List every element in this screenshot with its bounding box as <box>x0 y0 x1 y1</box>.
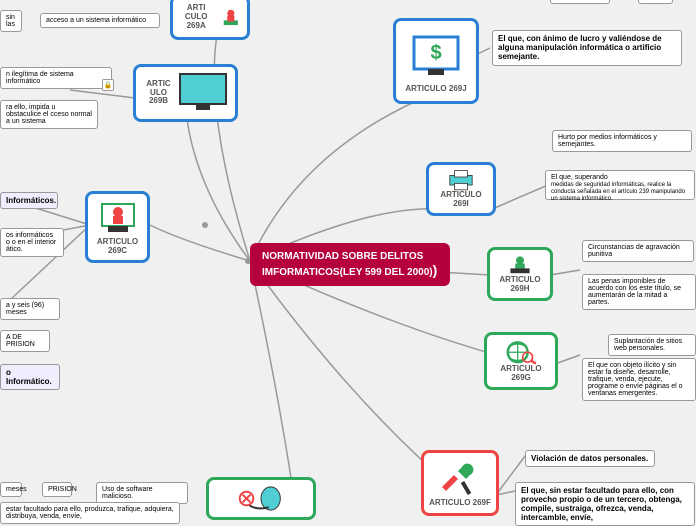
text-lucro: El que, con ánimo de lucro y valiéndose … <box>492 30 682 66</box>
text-facultado1: estar facultado para ello, produzca, tra… <box>0 502 180 524</box>
text-prision1: A DE PRISION <box>0 330 50 352</box>
person-laptop2-icon <box>502 254 538 276</box>
center-title-text: NORMATIVIDAD SOBRE DELITOS IMFORMATICOS(… <box>262 251 433 278</box>
text-informaticos: Informáticos. <box>0 192 58 209</box>
svg-text:$: $ <box>430 42 441 64</box>
printer-icon <box>443 169 479 191</box>
person-laptop-icon <box>219 0 243 38</box>
monitor-icon <box>178 72 228 114</box>
article-269b[interactable]: ARTIC ULO 269B <box>133 64 238 122</box>
article-269a-label: ARTI CULO 269A <box>177 4 215 30</box>
text-ilegitima: n ilegítima de sistema informático <box>0 67 112 89</box>
article-269f-label: ARTICULO 269F <box>429 499 491 508</box>
text-superando-wrap: El que, superando medidas de seguridad i… <box>545 170 695 200</box>
lock-icon: 🔒 <box>102 79 114 91</box>
article-269g[interactable]: ARTICULO 269G <box>484 332 558 390</box>
text-oinformatico: o Informático. <box>0 364 60 390</box>
article-269i[interactable]: ARTICULO 269I <box>426 162 496 216</box>
article-269c-label: ARTICULO 269C <box>92 238 143 256</box>
article-269b-label: ARTIC ULO 269B <box>144 80 174 106</box>
text-software: Uso de software malicioso. <box>96 482 188 504</box>
article-269h[interactable]: ARTICULO 269H <box>487 247 553 301</box>
mouse-box-1[interactable] <box>206 477 316 520</box>
article-269h-label: ARTICULO 269H <box>494 276 546 294</box>
article-269j[interactable]: $ ARTICULO 269J <box>393 18 479 104</box>
tools-icon <box>438 459 482 499</box>
text-circunstancias: Circunstancias de agravación punitiva <box>582 240 694 262</box>
text-facultado2: El que, sin estar facultado para ello, c… <box>515 482 695 526</box>
text-ilicito: El que con objeto ilícito y sin estar fa… <box>582 358 696 401</box>
text-96meses: a y seis (96) meses <box>0 298 60 320</box>
empty-box-1 <box>550 0 610 4</box>
text-superando-b: medidas de seguridad informáticas, reali… <box>551 182 685 202</box>
text-sinlas: sin las <box>0 10 22 32</box>
person-screen-icon <box>98 198 138 238</box>
text-suplantacion: Suplantación de sitios web personales. <box>608 334 696 356</box>
mouse-x-icon <box>236 484 286 513</box>
text-acceso: acceso a un sistema informático <box>40 13 160 28</box>
empty-box-2 <box>638 0 673 4</box>
money-screen-icon: $ <box>408 29 464 85</box>
text-penas: Las penas imponibles de acuerdo con los … <box>582 274 696 310</box>
center-title: NORMATIVIDAD SOBRE DELITOS IMFORMATICOS(… <box>250 243 450 286</box>
text-superando: El que, superando <box>551 174 608 181</box>
globe-magnify-icon <box>501 339 541 365</box>
text-interior: os informáticos o o en el interior ático… <box>0 228 64 257</box>
article-269f[interactable]: ARTICULO 269F <box>421 450 499 516</box>
text-violacion: Violación de datos personales. <box>525 450 655 467</box>
text-impida: ra ello, impida u obstaculice el cceso n… <box>0 100 98 129</box>
article-269c[interactable]: ARTICULO 269C <box>85 191 150 263</box>
article-269j-label: ARTICULO 269J <box>405 85 466 94</box>
article-269g-label: ARTICULO 269G <box>491 365 551 383</box>
text-hurto: Hurto por medios informáticos y semejant… <box>552 130 692 152</box>
article-269i-label: ARTICULO 269I <box>433 191 489 209</box>
text-prision2: PRISION <box>42 482 72 497</box>
article-269a[interactable]: ARTI CULO 269A <box>170 0 250 40</box>
text-meses: meses <box>0 482 22 497</box>
